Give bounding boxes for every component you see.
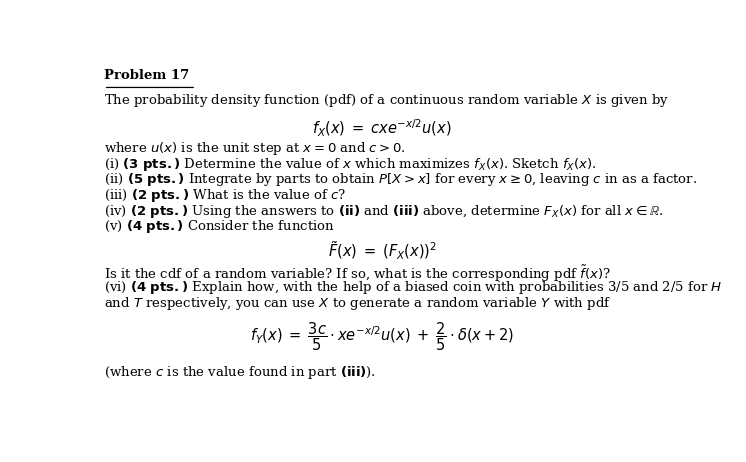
Text: (iv) $\mathbf{(2\ pts.)}$ Using the answers to $\mathbf{(ii)}$ and $\mathbf{(iii: (iv) $\mathbf{(2\ pts.)}$ Using the answ… [104,203,663,220]
Text: and $T$ respectively, you can use $X$ to generate a random variable $Y$ with pdf: and $T$ respectively, you can use $X$ to… [104,295,611,312]
Text: (vi) $\mathbf{(4\ pts.)}$ Explain how, with the help of a biased coin with proba: (vi) $\mathbf{(4\ pts.)}$ Explain how, w… [104,279,722,296]
Text: $f_X(x) \; = \; cxe^{-x/2}u(x)$: $f_X(x) \; = \; cxe^{-x/2}u(x)$ [313,118,452,139]
Text: (ii) $\mathbf{(5\ pts.)}$ Integrate by parts to obtain $P[X > x]$ for every $x \: (ii) $\mathbf{(5\ pts.)}$ Integrate by p… [104,171,697,188]
Text: (where $c$ is the value found in part $\mathbf{(iii)}$).: (where $c$ is the value found in part $\… [104,364,375,381]
Text: Problem 17: Problem 17 [104,69,189,82]
Text: where $u(x)$ is the unit step at $x = 0$ and $c > 0$.: where $u(x)$ is the unit step at $x = 0$… [104,140,406,157]
Text: $f_Y(x) \; = \; \dfrac{3c}{5} \cdot xe^{-x/2}u(x) \; + \; \dfrac{2}{5} \cdot \de: $f_Y(x) \; = \; \dfrac{3c}{5} \cdot xe^{… [251,321,514,353]
Text: (v) $\mathbf{(4\ pts.)}$ Consider the function: (v) $\mathbf{(4\ pts.)}$ Consider the fu… [104,219,334,235]
Text: The probability density function (pdf) of a continuous random variable $X$ is gi: The probability density function (pdf) o… [104,92,668,109]
Text: Is it the cdf of a random variable? If so, what is the corresponding pdf $\tilde: Is it the cdf of a random variable? If s… [104,263,611,284]
Text: $\tilde{F}(x) \; = \; (F_X(x))^2$: $\tilde{F}(x) \; = \; (F_X(x))^2$ [327,240,437,262]
Text: (iii) $\mathbf{(2\ pts.)}$ What is the value of $c$?: (iii) $\mathbf{(2\ pts.)}$ What is the v… [104,187,346,204]
Text: (i) $\mathbf{(3\ pts.)}$ Determine the value of $x$ which maximizes $f_X(x)$. Sk: (i) $\mathbf{(3\ pts.)}$ Determine the v… [104,156,596,173]
